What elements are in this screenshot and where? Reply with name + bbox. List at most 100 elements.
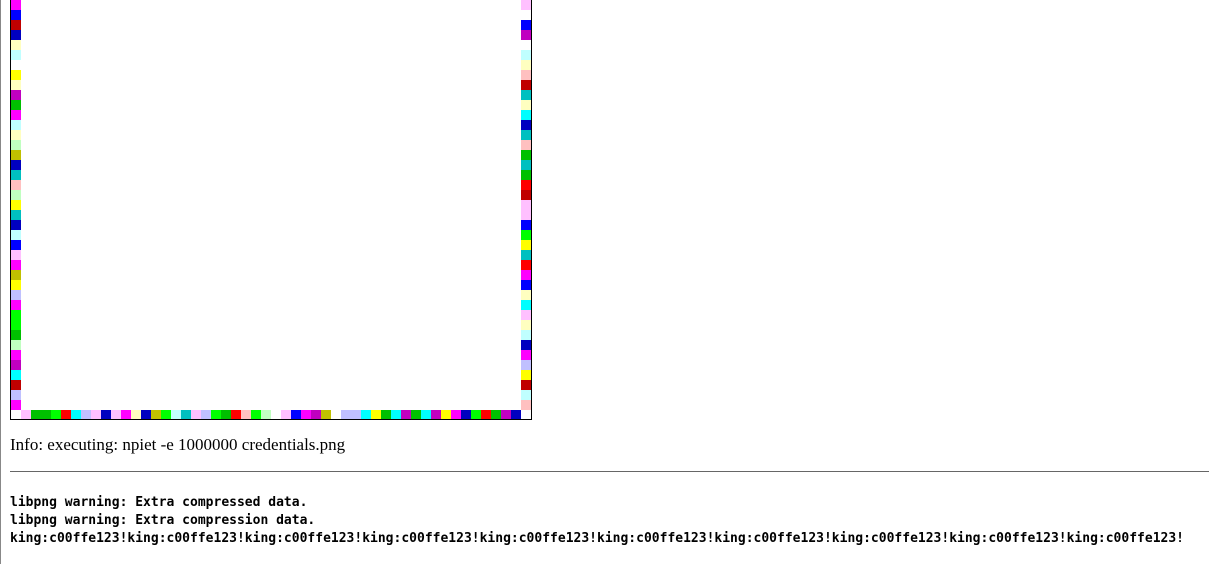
pixel: [431, 410, 441, 419]
pixel: [221, 410, 231, 419]
pixel: [521, 90, 531, 100]
pixel: [121, 410, 131, 419]
pixel: [521, 160, 531, 170]
pixel: [521, 150, 531, 160]
pixel: [521, 210, 531, 220]
pixel: [11, 30, 21, 40]
pixel: [521, 340, 531, 350]
pixel: [211, 410, 221, 419]
pixel: [521, 190, 531, 200]
pixel: [481, 410, 491, 419]
pixel: [71, 410, 81, 419]
pixel: [521, 100, 531, 110]
pixel: [471, 410, 481, 419]
output: libpng warning: Extra compressed data. li…: [10, 494, 1184, 548]
pixel: [171, 410, 181, 419]
pixel: [361, 410, 371, 419]
pixel: [521, 300, 531, 310]
pixel: [11, 100, 21, 110]
pixel: [91, 410, 101, 419]
pixel: [521, 120, 531, 130]
pixel: [11, 0, 21, 10]
divider: [10, 471, 1209, 472]
pixel: [41, 410, 51, 419]
pixel: [231, 410, 241, 419]
pixel: [101, 410, 111, 419]
pixel: [11, 340, 21, 350]
pixel: [301, 410, 311, 419]
pixel: [11, 20, 21, 30]
pixel: [11, 190, 21, 200]
pixel: [521, 140, 531, 150]
pixel: [391, 410, 401, 419]
output-line: libpng warning: Extra compressed data.: [10, 495, 308, 510]
pixel: [11, 170, 21, 180]
pixel: [161, 410, 171, 419]
pixel: [441, 410, 451, 419]
pixel: [251, 410, 261, 419]
pixel: [11, 120, 21, 130]
pixel: [241, 410, 251, 419]
pixel: [521, 330, 531, 340]
pixel: [521, 110, 531, 120]
pixel: [521, 380, 531, 390]
pixel: [11, 200, 21, 210]
pixel: [521, 50, 531, 60]
pixel: [351, 410, 361, 419]
pixel: [491, 410, 501, 419]
pixel: [11, 60, 21, 70]
pixel: [521, 70, 531, 80]
pixel: [11, 70, 21, 80]
pixel: [81, 410, 91, 419]
pixel: [181, 410, 191, 419]
pixel: [191, 410, 201, 419]
pixel: [521, 400, 531, 410]
output-line: king:c00ffe123!king:c00ffe123!king:c00ff…: [10, 531, 1184, 546]
pixel: [11, 230, 21, 240]
pixel: [11, 240, 21, 250]
pixel: [521, 20, 531, 30]
pixel: [11, 400, 21, 410]
pixel: [401, 410, 411, 419]
pixel: [11, 390, 21, 400]
pixel: [371, 410, 381, 419]
pixel: [11, 290, 21, 300]
pixel: [411, 410, 421, 419]
pixel: [11, 10, 21, 20]
pixel: [521, 270, 531, 280]
pixel: [11, 370, 21, 380]
pixel: [501, 410, 511, 419]
pixel: [521, 10, 531, 20]
pixel: [521, 40, 531, 50]
pixel: [11, 350, 21, 360]
pixel: [331, 410, 341, 419]
pixel: [11, 80, 21, 90]
pixel: [11, 380, 21, 390]
pixel: [291, 410, 301, 419]
pixel: [521, 170, 531, 180]
pixel: [521, 180, 531, 190]
pixel: [61, 410, 71, 419]
pixel: [521, 230, 531, 240]
pixel: [11, 50, 21, 60]
pixel: [151, 410, 161, 419]
pixel: [131, 410, 141, 419]
pixel: [281, 410, 291, 419]
pixel: [11, 40, 21, 50]
pixel: [521, 200, 531, 210]
pixel: [11, 150, 21, 160]
pixel: [521, 360, 531, 370]
pixel: [521, 130, 531, 140]
pixel: [521, 280, 531, 290]
pixel: [521, 370, 531, 380]
pixel: [11, 260, 21, 270]
pixel: [21, 410, 31, 419]
pixel: [11, 360, 21, 370]
pixel: [461, 410, 471, 419]
pixel: [521, 320, 531, 330]
pixel: [311, 410, 321, 419]
pixel: [11, 300, 21, 310]
pixel: [521, 80, 531, 90]
pixel: [11, 310, 21, 320]
